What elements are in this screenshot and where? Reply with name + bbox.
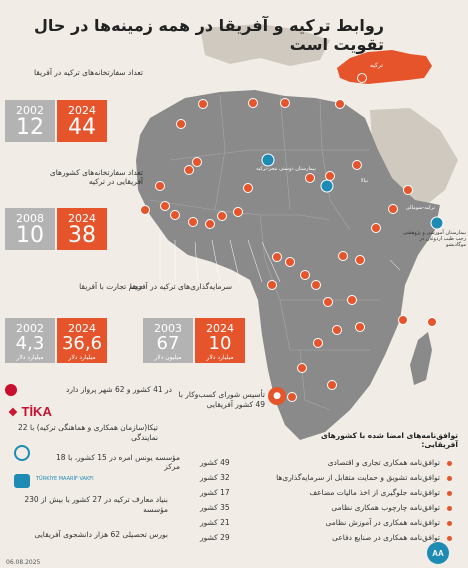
madagascar-shape bbox=[410, 332, 432, 385]
year: 2024 bbox=[68, 104, 96, 117]
hospital-niger-label: بیمارستان دوستی نیجر-ترکیه bbox=[256, 166, 316, 172]
embassies-card-2002: 2002 12 bbox=[5, 100, 55, 142]
unit: میلیارد دلار bbox=[68, 354, 96, 361]
agreement-bullet bbox=[447, 506, 452, 511]
value: 67 bbox=[156, 333, 180, 354]
african-embassies-card-2008: 2008 10 bbox=[5, 208, 55, 250]
maarif-text: بنیاد معارف ترکیه در 27 کشور با بیش از 2… bbox=[24, 495, 168, 514]
aa-logo: AA bbox=[427, 542, 449, 564]
year: 2002 bbox=[16, 322, 44, 335]
business-council-icon: ● bbox=[268, 387, 286, 405]
year: 2024 bbox=[206, 322, 234, 335]
agreement-bullet bbox=[447, 491, 452, 496]
value: 12 bbox=[16, 115, 44, 140]
agreement-label: توافق‌نامه همکاری در آموزش نظامی bbox=[325, 518, 440, 527]
unit: میلیارد دلار bbox=[206, 354, 234, 361]
investment-card-2003: 2003 67 میلیون دلار bbox=[143, 318, 193, 363]
value: 38 bbox=[68, 223, 96, 248]
agreement-item: 32 کشور توافق‌نامه تشویق و حمایت متقابل ا… bbox=[190, 473, 458, 485]
agreement-count: 21 کشور bbox=[200, 518, 230, 527]
hospital-mogadishu-label: بیمارستان آموزشی و پژوهشی رجب طیب اردوغا… bbox=[402, 230, 466, 248]
diyanet-text: مؤسسه یونس امره در 15 کشور، با 18 مرکز bbox=[56, 453, 180, 471]
africa-pin-label-2: نیالا bbox=[360, 178, 368, 184]
agreement-item: 35 کشور توافق‌نامه چارچوب همکاری نظامی bbox=[190, 503, 458, 515]
unit: میلیون دلار bbox=[154, 354, 182, 361]
value: 44 bbox=[68, 115, 96, 140]
airline-text: در 41 کشور و 62 شهر پرواز دارد bbox=[66, 385, 172, 394]
embassies-label: تعداد سفارتخانه‌های ترکیه در آفریقا bbox=[33, 68, 143, 77]
scholarship-text: بورس تحصیلی 62 هزار دانشجوی آفریقایی bbox=[34, 530, 168, 539]
year: 2008 bbox=[16, 212, 44, 225]
maarif-logo-icon bbox=[14, 474, 30, 488]
agreement-count: 49 کشور bbox=[200, 458, 230, 467]
aa-logo-text: AA bbox=[432, 548, 444, 558]
trade-label: حجم تجارت با آفریقا bbox=[79, 282, 143, 291]
agreement-item: 49 کشور توافق‌نامه همکاری تجاری و اقتصادی bbox=[190, 458, 458, 470]
year: 2024 bbox=[68, 322, 96, 335]
agreement-label: توافق‌نامه تشویق و حمایت متقابل از سرمای… bbox=[276, 473, 440, 482]
agreement-bullet bbox=[447, 521, 452, 526]
investment-card-2024: 2024 10 میلیارد دلار bbox=[195, 318, 245, 363]
agreement-count: 32 کشور bbox=[200, 473, 230, 482]
airline-logo bbox=[5, 384, 17, 396]
arabia-shape bbox=[370, 108, 458, 210]
agreement-bullet bbox=[447, 461, 452, 466]
african-embassies-label-line2: آفریقایی در ترکیه bbox=[88, 177, 143, 187]
african-embassies-label: تعداد سفارتخانه‌های کشورهای آفریقایی در … bbox=[3, 168, 143, 187]
embassies-card-2024: 2024 44 bbox=[57, 100, 107, 142]
african-embassies-label-line1: تعداد سفارتخانه‌های کشورهای bbox=[49, 168, 143, 177]
europe-shape bbox=[200, 24, 330, 66]
trade-card-2024: 2024 36,6 میلیارد دلار bbox=[57, 318, 107, 363]
agreement-label: توافق‌نامه جلوگیری از اخذ مالیات مضاعف bbox=[309, 488, 440, 497]
african-embassies-card-2024: 2024 38 bbox=[57, 208, 107, 250]
value: 10 bbox=[208, 333, 232, 354]
agreement-label: توافق‌نامه همکاری تجاری و اقتصادی bbox=[327, 458, 440, 467]
maarif-logo-text: TÜRKİYE MAARİF VAKFI bbox=[36, 476, 94, 482]
investment-label: سرمایه‌گذاری‌های ترکیه در آفریقا bbox=[129, 282, 232, 291]
agreement-count: 17 کشور bbox=[200, 488, 230, 497]
value: 10 bbox=[16, 223, 44, 248]
tika-text: تیکا(سازمان همکاری و هماهنگی ترکیه) با 2… bbox=[18, 423, 158, 442]
agreement-count: 35 کشور bbox=[200, 503, 230, 512]
year: 2003 bbox=[154, 322, 182, 335]
tika-logo-text: TİKA bbox=[21, 404, 52, 419]
year: 2002 bbox=[16, 104, 44, 117]
tika-logo: ❖ TİKA bbox=[8, 404, 52, 419]
agreement-label: توافق‌نامه همکاری در صنایع دفاعی bbox=[332, 533, 440, 542]
agreement-bullet bbox=[447, 536, 452, 541]
footer-date: 06.08.2025 bbox=[6, 559, 41, 566]
diyanet-logo bbox=[14, 445, 30, 461]
agreement-label: توافق‌نامه چارچوب همکاری نظامی bbox=[331, 503, 440, 512]
agreements-heading: توافق‌نامه‌های امضا شده با کشورهای آفریق… bbox=[320, 431, 458, 449]
agreement-count: 29 کشور bbox=[200, 533, 230, 542]
agreement-bullet bbox=[447, 476, 452, 481]
agreement-item: 21 کشور توافق‌نامه همکاری در آموزش نظامی bbox=[190, 518, 458, 530]
turkey-shape bbox=[337, 50, 432, 84]
africa-pin-label-1: ترکیه‌-سومالی bbox=[405, 205, 435, 211]
business-council-text: تأسیس شورای کسب‌وکار با 49 کشور آفریقایی bbox=[178, 390, 265, 409]
trade-card-2002: 2002 4,3 میلیارد دلار bbox=[5, 318, 55, 363]
agreement-item: 17 کشور توافق‌نامه جلوگیری از اخذ مالیات … bbox=[190, 488, 458, 500]
unit: میلیارد دلار bbox=[16, 354, 44, 361]
year: 2024 bbox=[68, 212, 96, 225]
turkey-label: ترکیه bbox=[370, 62, 383, 69]
value: 36,6 bbox=[61, 333, 103, 354]
agreement-item: 29 کشور توافق‌نامه همکاری در صنایع دفاعی bbox=[190, 533, 458, 545]
page-title: روابط ترکیه و آفریقا در همه زمینه‌ها در … bbox=[33, 16, 384, 54]
value: 4,3 bbox=[15, 333, 45, 354]
